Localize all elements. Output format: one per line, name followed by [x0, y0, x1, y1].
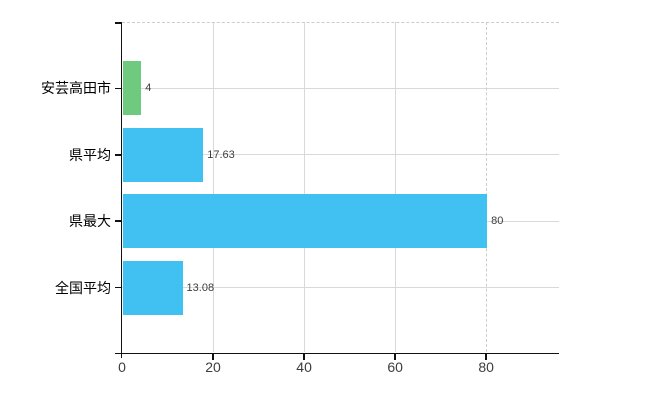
v-gridline — [212, 22, 214, 352]
bar — [123, 260, 183, 315]
x-tick-label: 40 — [296, 359, 312, 375]
x-axis-line — [115, 352, 559, 354]
value-label: 17.63 — [207, 148, 235, 161]
v-gridline — [394, 22, 396, 352]
category-tick — [115, 87, 122, 90]
bar — [123, 127, 204, 182]
category-label: 安芸高田市 — [41, 80, 111, 97]
v-gridline — [303, 22, 305, 352]
x-tick — [303, 354, 305, 360]
category-label: 県平均 — [69, 146, 111, 163]
value-label: 13.08 — [186, 281, 215, 294]
x-tick — [212, 354, 214, 360]
h-gridline — [122, 287, 559, 289]
category-tick — [115, 154, 122, 156]
h-gridline — [122, 87, 559, 89]
h-gridline — [122, 154, 559, 156]
x-tick-label: 20 — [205, 359, 221, 375]
x-tick — [394, 354, 396, 360]
bar — [123, 61, 142, 116]
category-label: 全国平均 — [55, 279, 111, 296]
x-tick — [485, 354, 487, 360]
v-gridline — [485, 22, 487, 352]
plot-top-border — [122, 22, 559, 23]
bar — [123, 194, 488, 249]
value-label: 4 — [145, 82, 152, 95]
x-tick-label: 0 — [118, 359, 126, 375]
category-tick — [115, 286, 122, 289]
x-tick-label: 60 — [387, 359, 403, 375]
category-label: 県最大 — [69, 213, 111, 230]
y-axis-top-cap — [115, 22, 122, 24]
x-tick-label: 80 — [478, 359, 494, 375]
value-label: 80 — [491, 215, 504, 228]
y-axis-line — [120, 22, 122, 358]
category-tick — [115, 220, 122, 222]
